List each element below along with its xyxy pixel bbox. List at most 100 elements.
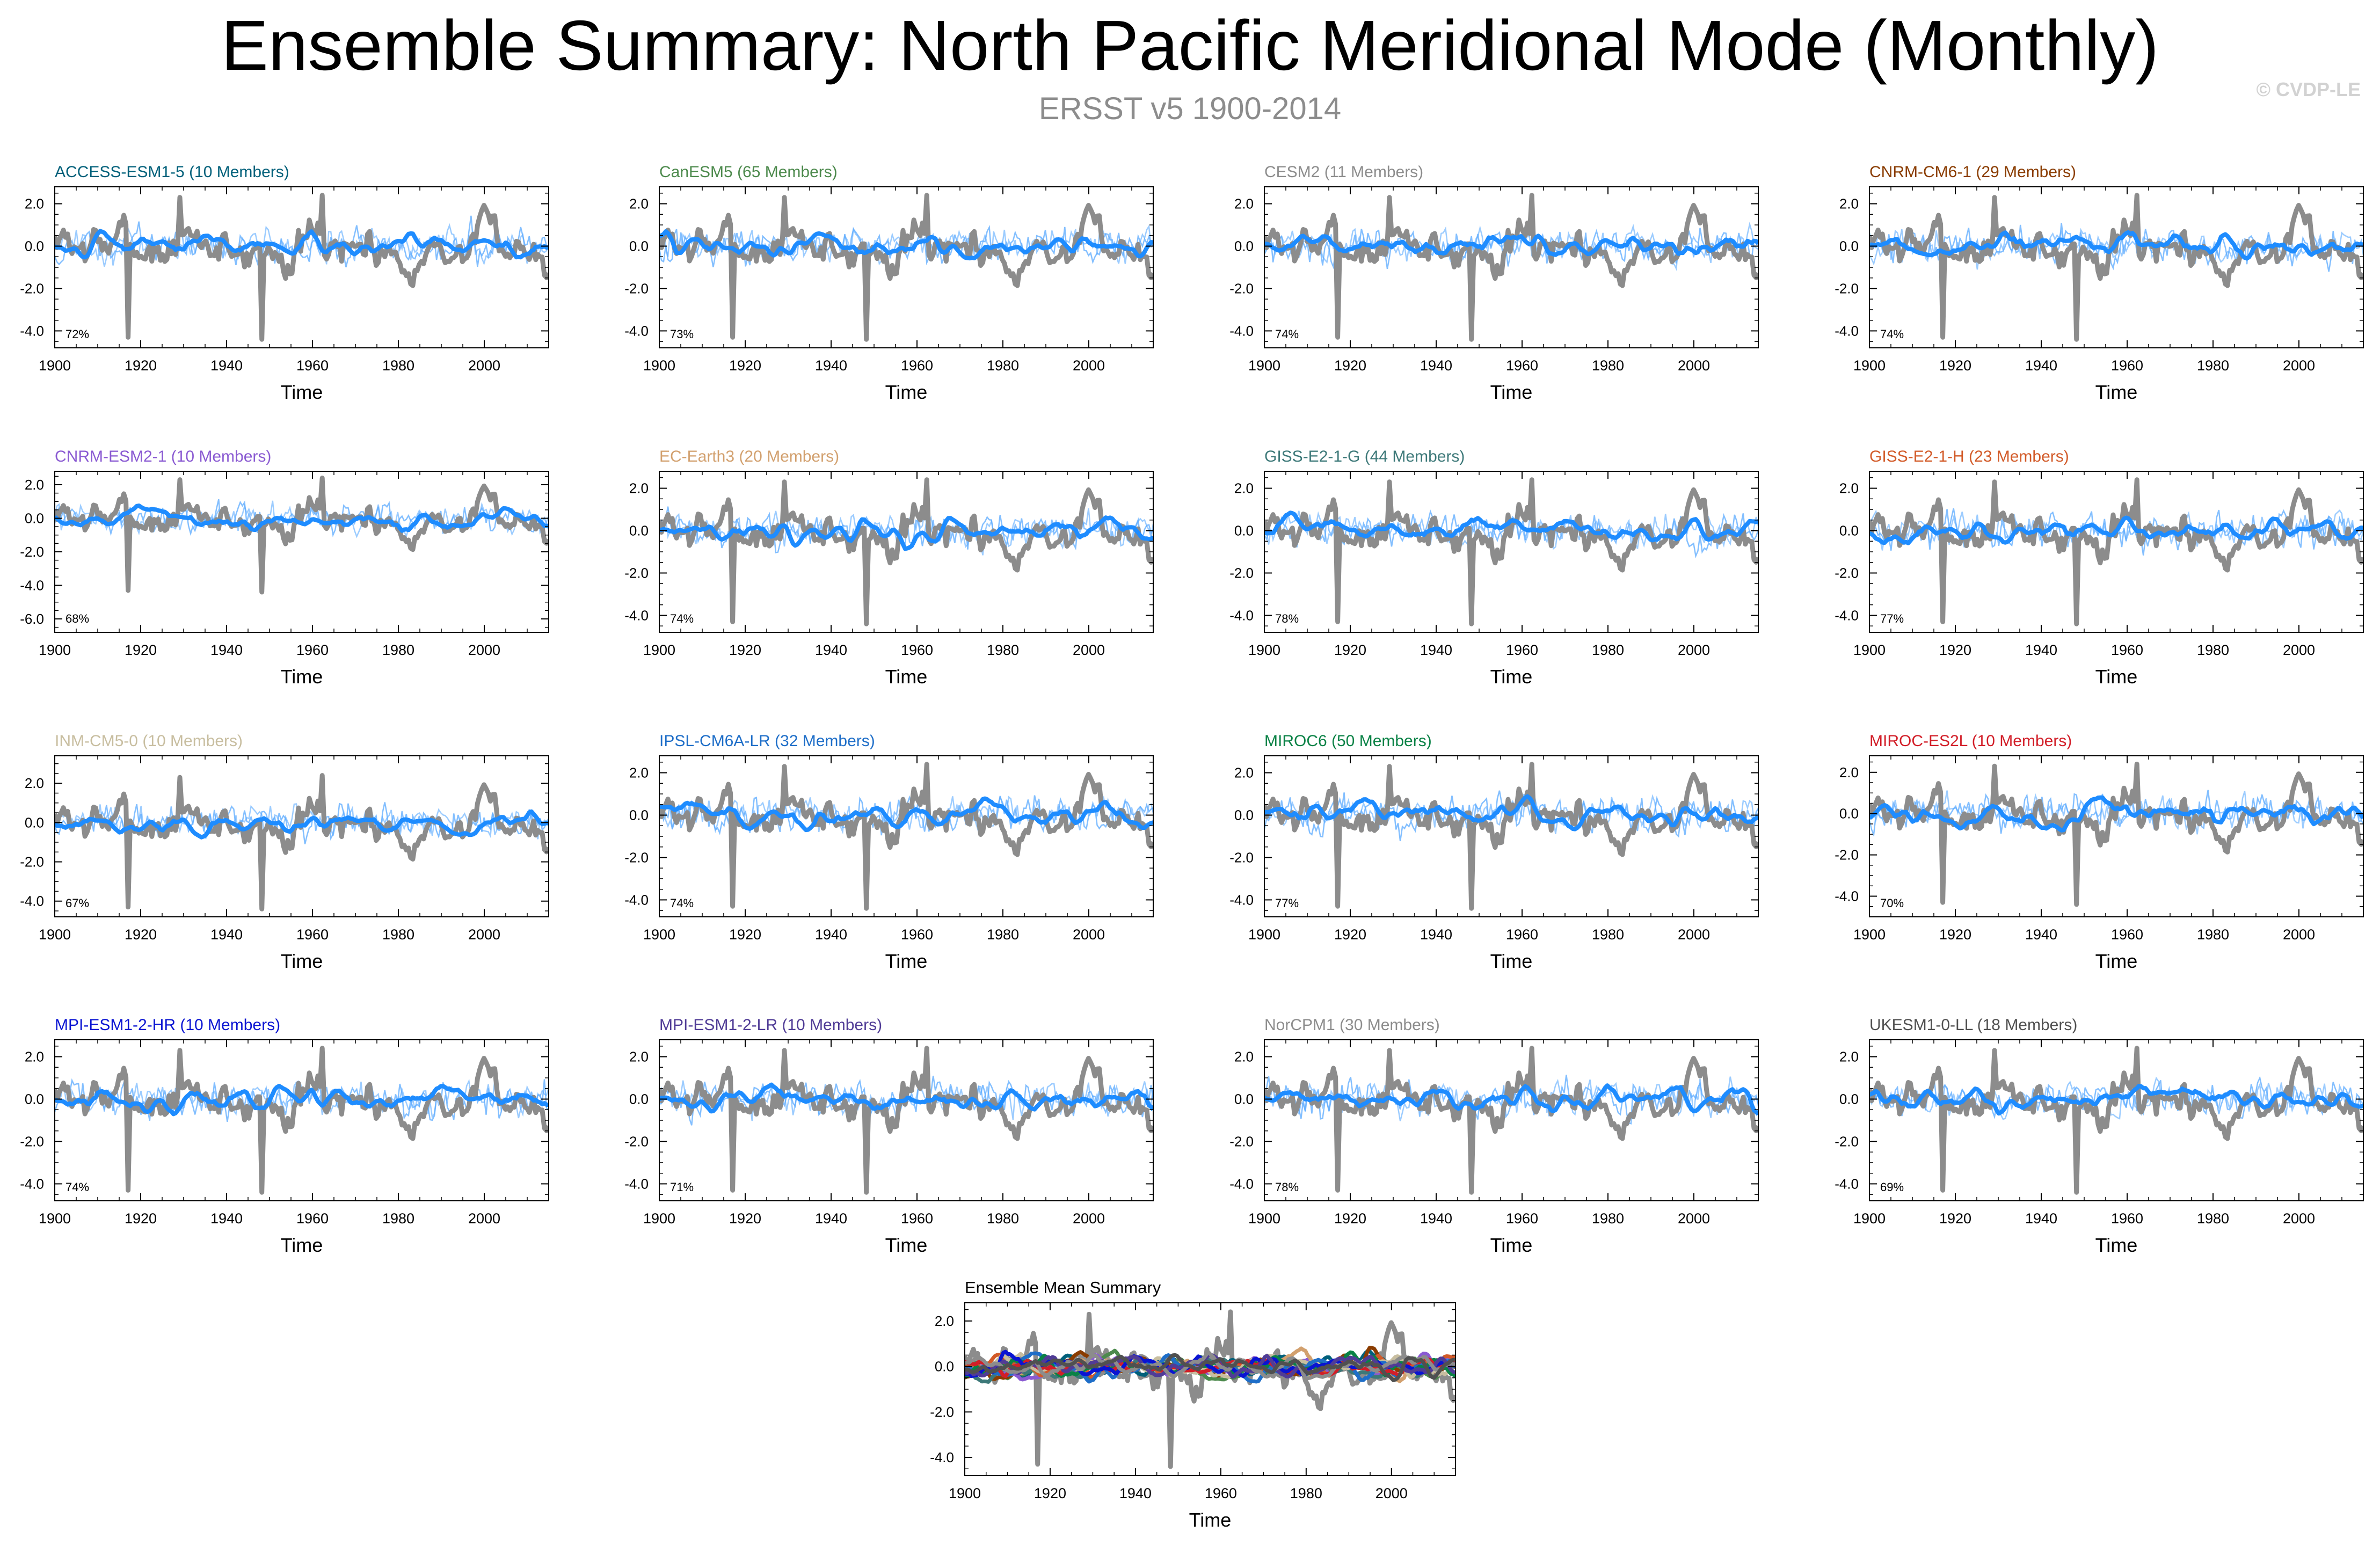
x-tick-label: 1960	[1506, 642, 1538, 658]
x-tick-label: 1960	[296, 1210, 329, 1227]
y-tick-label: 2.0	[629, 480, 649, 497]
chart-panel: ACCESS-ESM1-5 (10 Members) 1900 1920 1940 19…	[20, 163, 549, 403]
y-tick-label: -4.0	[1835, 888, 1859, 904]
observed-line	[1264, 193, 1758, 342]
ensemble-mean-line	[1869, 515, 2363, 545]
model-mean-line	[965, 1357, 1455, 1378]
observed-line	[1869, 193, 2363, 342]
x-tick-label: 1940	[1420, 642, 1452, 658]
ensemble-mean-line	[55, 809, 549, 840]
chart-title: INM-CM5-0 (10 Members)	[55, 732, 243, 750]
y-tick-label: 0.0	[25, 238, 44, 254]
x-axis-label: Time	[1490, 666, 1533, 688]
chart-title: CNRM-CM6-1 (29 Members)	[1869, 163, 2076, 181]
x-tick-label: 2000	[468, 642, 500, 658]
x-tick-label: 1980	[1290, 1485, 1322, 1501]
model-mean-line	[965, 1353, 1455, 1382]
plot-area	[965, 1309, 1455, 1469]
y-tick-label: -2.0	[1229, 849, 1254, 865]
x-tick-label: 1980	[1592, 642, 1624, 658]
chart-title: MPI-ESM1-2-HR (10 Members)	[55, 1016, 280, 1034]
observed-line	[55, 1046, 549, 1195]
y-tick-label: 2.0	[1234, 1049, 1254, 1065]
chart-panel: MIROC6 (50 Members) 1900 1920 1940 1960 1980 2…	[1229, 732, 1759, 972]
x-tick-label: 1900	[39, 358, 71, 374]
x-axis-label: Time	[281, 1234, 323, 1256]
y-tick-label: 0.0	[25, 814, 44, 830]
x-tick-label: 1980	[987, 358, 1019, 374]
x-tick-label: 1960	[1205, 1485, 1237, 1501]
y-tick-label: -4.0	[20, 893, 44, 909]
ensemble-mean-line	[1869, 230, 2363, 261]
x-tick-label: 1920	[125, 926, 157, 943]
plot-area	[55, 193, 549, 342]
plot-area	[55, 773, 549, 911]
chart-panel: MPI-ESM1-2-LR (10 Members) 1900 1920 1940 19…	[624, 1016, 1154, 1256]
x-tick-label: 1900	[1853, 1210, 1886, 1227]
x-axis-label: Time	[281, 950, 323, 972]
y-tick-label: -2.0	[624, 849, 649, 865]
y-tick-label: 0.0	[1234, 523, 1254, 539]
x-tick-label: 1960	[2111, 926, 2143, 943]
plot-area	[659, 193, 1153, 342]
x-tick-label: 1940	[815, 1210, 847, 1227]
x-tick-label: 1920	[1034, 1485, 1066, 1501]
observed-line	[55, 193, 549, 342]
x-tick-label: 1960	[296, 358, 329, 374]
chart-panel: Ensemble Mean Summary 1900 1920 1940 1960 198…	[930, 1278, 1456, 1531]
x-tick-label: 1960	[1506, 358, 1538, 374]
x-tick-label: 2000	[1073, 642, 1105, 658]
plot-area	[1869, 477, 2363, 626]
x-tick-label: 1920	[1334, 1210, 1366, 1227]
y-tick-label: -4.0	[1835, 323, 1859, 339]
x-tick-label: 1980	[1592, 1210, 1624, 1227]
panel-annotation: 77%	[1275, 896, 1299, 910]
y-tick-label: 0.0	[25, 510, 44, 527]
chart-panel: IPSL-CM6A-LR (32 Members) 1900 1920 1940 196…	[624, 732, 1154, 972]
plot-area	[1264, 762, 1758, 911]
chart-panel: MIROC-ES2L (10 Members) 1900 1920 1940 1960 1…	[1835, 732, 2364, 972]
ensemble-mean-line	[1264, 1083, 1758, 1116]
x-tick-label: 1980	[987, 642, 1019, 658]
plot-area	[1264, 1046, 1758, 1195]
x-tick-label: 1960	[901, 1210, 933, 1227]
chart-title: CESM2 (11 Members)	[1264, 163, 1423, 181]
observed-line	[1869, 1046, 2363, 1195]
y-tick-label: 2.0	[25, 196, 44, 212]
x-tick-label: 1980	[382, 926, 414, 943]
y-tick-label: 2.0	[1234, 765, 1254, 781]
observed-line	[1264, 762, 1758, 911]
x-tick-label: 1960	[296, 642, 329, 658]
observed-line	[1264, 477, 1758, 626]
y-tick-label: 2.0	[1839, 764, 1859, 780]
ensemble-mean-line	[55, 1084, 549, 1117]
panel-annotation: 74%	[670, 896, 694, 910]
x-tick-label: 1940	[1420, 1210, 1452, 1227]
x-tick-label: 1940	[2025, 642, 2057, 658]
x-axis-label: Time	[1189, 1509, 1232, 1531]
ensemble-mean-line	[1869, 795, 2363, 833]
panel-annotation: 72%	[65, 327, 89, 341]
y-tick-label: -4.0	[1229, 892, 1254, 908]
x-tick-label: 1920	[1334, 358, 1366, 374]
x-tick-label: 1940	[210, 358, 243, 374]
y-tick-label: -4.0	[1835, 607, 1859, 623]
member-spread-line	[55, 215, 549, 268]
y-tick-label: -4.0	[624, 607, 649, 623]
y-tick-label: 2.0	[1839, 1049, 1859, 1065]
panel-annotation: 78%	[1275, 612, 1299, 625]
x-tick-label: 1900	[39, 926, 71, 943]
x-tick-label: 1940	[1420, 926, 1452, 943]
x-tick-label: 1920	[1939, 642, 1971, 658]
x-tick-label: 2000	[2283, 642, 2315, 658]
chart-panel: UKESM1-0-LL (18 Members) 1900 1920 1940 1960…	[1835, 1016, 2364, 1256]
plot-area	[659, 1046, 1153, 1195]
x-tick-label: 1920	[1334, 926, 1366, 943]
y-tick-label: 2.0	[25, 775, 44, 791]
y-tick-label: -2.0	[1229, 1133, 1254, 1149]
panel-annotation: 68%	[65, 612, 89, 625]
x-tick-label: 2000	[468, 358, 500, 374]
x-axis-label: Time	[2095, 1234, 2138, 1256]
ensemble-mean-line	[659, 796, 1153, 833]
